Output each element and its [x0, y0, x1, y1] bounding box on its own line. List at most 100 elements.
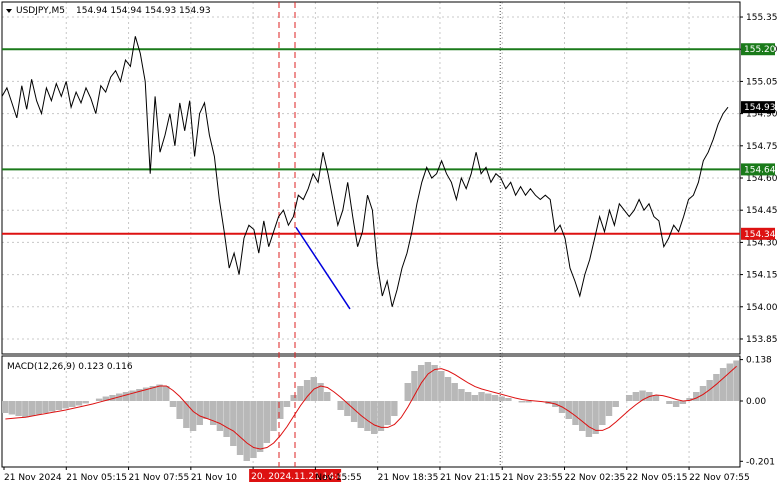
macd-bar — [350, 401, 358, 422]
macd-bar — [719, 368, 727, 401]
macd-bar — [605, 401, 613, 416]
macd-bar — [592, 401, 599, 434]
macd-bar — [632, 392, 640, 401]
macd-bar — [75, 401, 83, 406]
macd-bar — [203, 401, 210, 419]
level-tag-label: 154.64 — [744, 165, 776, 175]
macd-bar — [109, 395, 116, 401]
macd-tick-label: 0.00 — [746, 397, 766, 407]
macd-bar — [136, 389, 143, 401]
macd-bar — [8, 401, 16, 415]
macd-bar — [699, 386, 707, 401]
current-price-tag — [741, 101, 775, 114]
macd-bar — [364, 401, 371, 431]
current-price-label: 154.93 — [744, 103, 776, 113]
blue-trend-line[interactable] — [295, 226, 351, 310]
macd-bar — [149, 386, 157, 401]
macd-bar — [344, 401, 351, 416]
macd-bar — [303, 380, 311, 401]
time-tick-label: 20. 2024.11.21 14:45 — [251, 472, 349, 482]
time-tick-label: 21 Nov 10 — [191, 473, 237, 483]
price-axis: 155.35155.20155.05154.90154.75154.60154.… — [740, 13, 778, 345]
macd-bar — [337, 401, 344, 410]
macd-bar — [196, 401, 203, 425]
dropdown-arrow-icon[interactable] — [6, 9, 12, 13]
macd-bar — [565, 401, 572, 419]
macd-bar — [263, 401, 271, 443]
level-tag-label: 154.34 — [744, 230, 776, 240]
ohlc-values: 154.94 154.94 154.93 154.93 — [76, 6, 211, 16]
macd-bar — [163, 386, 170, 401]
vertical-lines[interactable] — [278, 2, 296, 467]
time-tick-label: 21 Nov 05:15 — [66, 473, 127, 483]
price-tick-label: 154.15 — [746, 271, 778, 281]
macd-bar — [62, 401, 69, 409]
macd-bar — [169, 401, 177, 407]
macd-bar — [22, 401, 29, 418]
macd-histogram — [2, 360, 740, 461]
macd-bar — [82, 401, 89, 404]
macd-bar — [666, 401, 673, 404]
macd-bar — [471, 395, 479, 401]
macd-bar — [236, 401, 244, 455]
macd-bar — [256, 401, 264, 452]
macd-bar — [639, 390, 646, 401]
price-line — [1, 36, 729, 307]
price-tick-label: 154.75 — [746, 142, 778, 152]
macd-bar — [277, 401, 284, 419]
time-tick-label: Nov 15:55 — [315, 473, 361, 483]
level-tag — [741, 163, 775, 176]
macd-tick-label: -0.201 — [746, 457, 775, 467]
symbol-timeframe: USDJPY,M5 — [16, 6, 65, 16]
macd-bar — [48, 401, 56, 412]
time-tick-label: 21 Nov 23:55 — [502, 473, 563, 483]
macd-bar — [2, 401, 9, 413]
macd-bar — [706, 380, 713, 401]
price-tick-label: 155.05 — [746, 77, 778, 87]
macd-bar — [142, 387, 150, 401]
price-tick-label: 154.30 — [746, 238, 778, 248]
macd-bar — [15, 401, 22, 416]
macd-bar — [672, 401, 680, 407]
macd-bar — [270, 401, 277, 431]
macd-bar — [518, 401, 526, 403]
macd-bar — [102, 396, 110, 401]
time-tick-label: 21 Nov 2024 — [4, 473, 62, 483]
macd-axis: 0.138 0.00 -0.201 — [740, 356, 775, 467]
macd-bar — [384, 401, 391, 425]
macd-bar — [283, 401, 291, 407]
macd-signal-line — [5, 365, 737, 450]
level-tag — [741, 43, 775, 56]
macd-bar — [458, 389, 465, 401]
macd-bar — [444, 377, 452, 401]
price-tick-label: 155.35 — [746, 13, 778, 23]
crosshair-time-tag — [249, 469, 342, 482]
macd-bar — [464, 392, 472, 401]
macd-bar — [216, 401, 224, 431]
macd-bar — [478, 392, 485, 401]
time-axis: 21 Nov 2024 21 Nov 05:15 21 Nov 07:55 21 No… — [3, 467, 750, 483]
price-tick-label: 154.90 — [746, 110, 778, 120]
macd-bar — [95, 398, 103, 401]
macd-bar — [625, 395, 633, 401]
macd-bar — [411, 371, 418, 401]
price-tick-label: 154.45 — [746, 206, 778, 216]
macd-bar — [733, 360, 740, 401]
macd-bar — [726, 363, 733, 401]
macd-bar — [491, 395, 499, 401]
macd-bar — [223, 401, 230, 437]
macd-bar — [28, 401, 36, 416]
time-tick-label: 22 Nov 07:55 — [689, 473, 750, 483]
macd-bar — [679, 401, 687, 404]
macd-bar — [122, 392, 130, 401]
macd-bar — [357, 401, 364, 428]
grid — [2, 2, 740, 467]
macd-bar — [230, 401, 237, 446]
macd-bar — [686, 398, 693, 401]
macd-bar — [693, 392, 700, 401]
macd-bar — [451, 383, 458, 401]
horizontal-levels[interactable] — [2, 48, 740, 235]
macd-bar — [498, 396, 505, 401]
macd-bar — [176, 401, 183, 419]
